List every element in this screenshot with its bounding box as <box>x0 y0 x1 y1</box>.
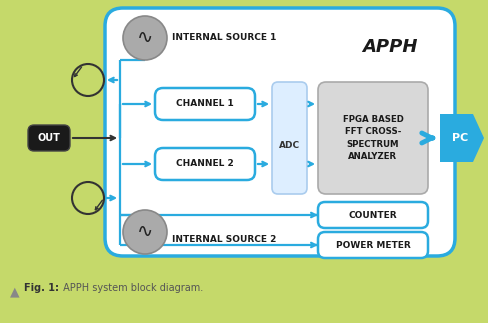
Text: COUNTER: COUNTER <box>349 211 397 220</box>
FancyBboxPatch shape <box>28 125 70 151</box>
FancyBboxPatch shape <box>272 82 307 194</box>
Text: ADC: ADC <box>279 141 300 151</box>
Text: ▲: ▲ <box>10 285 20 298</box>
Text: FPGA BASED
FFT CROSS-
SPECTRUM
ANALYZER: FPGA BASED FFT CROSS- SPECTRUM ANALYZER <box>343 115 404 161</box>
FancyBboxPatch shape <box>155 88 255 120</box>
Text: Fig. 1:: Fig. 1: <box>24 283 59 293</box>
Text: ∿: ∿ <box>137 223 153 242</box>
FancyBboxPatch shape <box>105 8 455 256</box>
Text: INTERNAL SOURCE 1: INTERNAL SOURCE 1 <box>172 34 276 43</box>
Text: APPH system block diagram.: APPH system block diagram. <box>60 283 203 293</box>
FancyBboxPatch shape <box>318 202 428 228</box>
Text: INTERNAL SOURCE 2: INTERNAL SOURCE 2 <box>172 235 276 245</box>
FancyBboxPatch shape <box>318 82 428 194</box>
Polygon shape <box>440 114 484 162</box>
Text: POWER METER: POWER METER <box>336 241 410 249</box>
Text: CHANNEL 1: CHANNEL 1 <box>176 99 234 109</box>
Text: PC: PC <box>452 133 468 143</box>
Text: ∿: ∿ <box>137 28 153 47</box>
Text: OUT: OUT <box>38 133 61 143</box>
FancyBboxPatch shape <box>155 148 255 180</box>
Circle shape <box>123 16 167 60</box>
Circle shape <box>123 210 167 254</box>
FancyBboxPatch shape <box>318 232 428 258</box>
Text: CHANNEL 2: CHANNEL 2 <box>176 160 234 169</box>
Text: APPH: APPH <box>362 38 418 56</box>
